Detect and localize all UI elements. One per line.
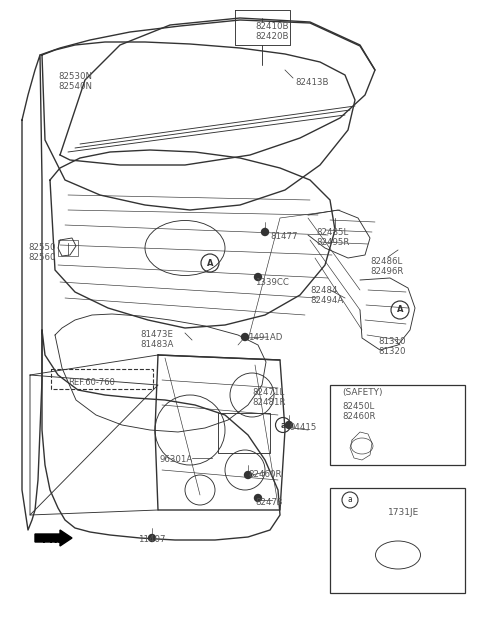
Text: 1731JE: 1731JE (388, 508, 419, 517)
Bar (330, 385, 465, 465)
Text: 82484
82494A: 82484 82494A (310, 286, 343, 305)
Text: 82530N
82540N: 82530N 82540N (58, 72, 92, 92)
Circle shape (241, 333, 249, 340)
Text: A: A (207, 259, 213, 268)
Text: 81310
81320: 81310 81320 (378, 337, 406, 357)
Circle shape (244, 472, 252, 479)
Bar (58, 240, 78, 256)
Text: FR.: FR. (42, 535, 61, 545)
Circle shape (148, 534, 156, 541)
Text: 82473: 82473 (255, 498, 283, 507)
Text: a: a (348, 495, 352, 504)
Text: 82450L
82460R: 82450L 82460R (342, 402, 375, 421)
Text: A: A (397, 305, 403, 315)
Circle shape (254, 274, 262, 281)
Polygon shape (35, 530, 72, 546)
Text: 82460R: 82460R (248, 470, 281, 479)
Text: REF.60-760: REF.60-760 (68, 378, 115, 387)
Circle shape (262, 229, 268, 236)
Text: 81473E
81483A: 81473E 81483A (140, 330, 173, 349)
Text: (SAFETY): (SAFETY) (342, 388, 383, 397)
Text: 82471L
82481R: 82471L 82481R (252, 388, 286, 408)
Text: 1491AD: 1491AD (248, 333, 282, 342)
Text: 96301A: 96301A (160, 455, 193, 464)
Bar (330, 488, 465, 593)
Text: 82486L
82496R: 82486L 82496R (370, 257, 403, 276)
Circle shape (286, 421, 292, 428)
Bar (218, 413, 270, 453)
Text: 1339CC: 1339CC (255, 278, 289, 287)
Text: 11407: 11407 (138, 535, 166, 544)
Text: a: a (280, 421, 286, 430)
Text: 82485L
82495R: 82485L 82495R (316, 228, 349, 247)
Text: 82550
82560: 82550 82560 (28, 243, 56, 263)
Text: 82410B
82420B: 82410B 82420B (255, 22, 288, 41)
FancyBboxPatch shape (51, 369, 153, 389)
Text: 94415: 94415 (290, 423, 317, 432)
Text: 82413B: 82413B (295, 78, 328, 87)
Text: 81477: 81477 (270, 232, 298, 241)
Circle shape (254, 494, 262, 502)
